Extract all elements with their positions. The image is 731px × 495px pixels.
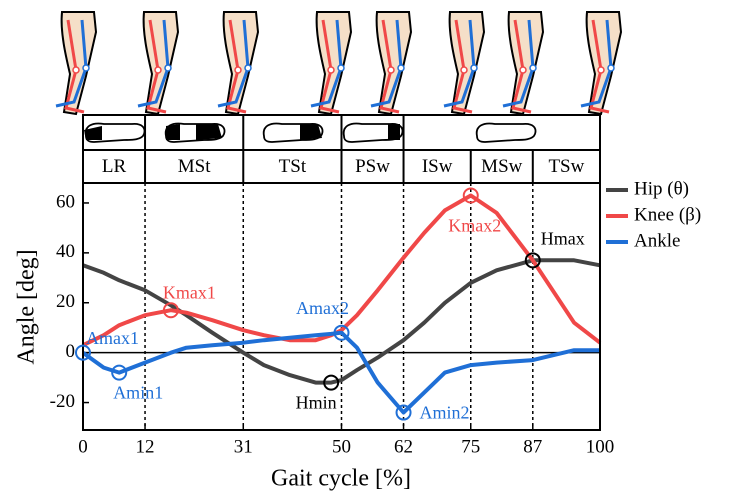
chart: Angle [deg] Gait cycle [%] 0 12 31 50 62 75 87… <box>0 0 731 495</box>
annotation-label: Kmax1 <box>163 282 216 302</box>
y-tick-label: -20 <box>50 391 75 412</box>
phase-label: MSw <box>481 156 522 177</box>
x-tick-label: 62 <box>394 436 413 457</box>
annotation-label: Kmax2 <box>448 216 501 236</box>
annotation-label: Amin2 <box>420 403 470 423</box>
phase-label: LR <box>102 156 127 177</box>
phase-label: PSw <box>355 156 390 177</box>
legend-label: Knee (β) <box>634 204 701 225</box>
phase-label: TSt <box>279 156 307 177</box>
y-tick-label: 20 <box>56 291 75 312</box>
y-tick-label: 60 <box>56 191 75 212</box>
annotation-label: Hmin <box>296 393 337 413</box>
x-tick-label: 0 <box>78 436 88 457</box>
legend-label: Hip (θ) <box>634 178 689 199</box>
annotation-label: Hmax <box>541 228 585 248</box>
x-tick-label: 75 <box>461 436 480 457</box>
phase-label: ISw <box>422 156 453 177</box>
y-tick-label: 0 <box>66 341 76 362</box>
x-tick-label: 50 <box>332 436 351 457</box>
x-tick-label: 31 <box>234 436 253 457</box>
legend-label: Ankle <box>634 230 680 251</box>
y-axis-label: Angle [deg] <box>14 249 40 364</box>
annotation-label: Amax1 <box>86 328 139 348</box>
annotation-label: Amax2 <box>296 298 349 318</box>
x-axis-label: Gait cycle [%] <box>271 466 411 492</box>
y-tick-label: 40 <box>56 241 75 262</box>
leg-illustrations <box>56 12 621 114</box>
x-tick-label: 87 <box>523 436 542 457</box>
phase-label: TSw <box>548 156 584 177</box>
x-tick-label: 12 <box>136 436 155 457</box>
foot-icons <box>84 124 536 143</box>
annotation-label: Amin1 <box>113 383 163 403</box>
phase-label: MSt <box>178 156 211 177</box>
x-tick-label: 100 <box>586 436 615 457</box>
